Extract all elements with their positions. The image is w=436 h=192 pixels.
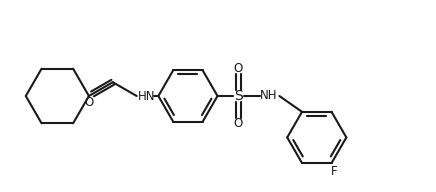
Text: HN: HN (138, 90, 155, 103)
Text: F: F (331, 165, 338, 178)
Text: O: O (84, 96, 93, 109)
Text: O: O (234, 117, 243, 130)
Text: S: S (234, 89, 242, 103)
Text: NH: NH (260, 89, 277, 102)
Text: O: O (234, 62, 243, 75)
